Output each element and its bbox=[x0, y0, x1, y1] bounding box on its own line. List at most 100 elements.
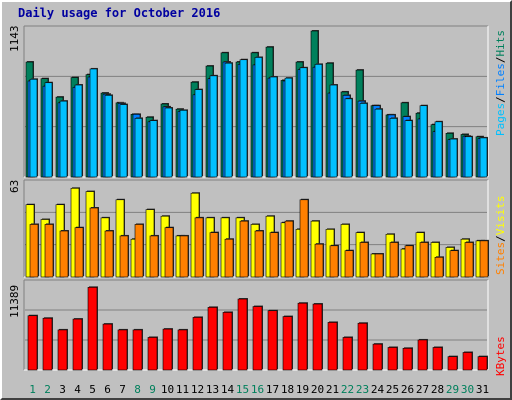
sites-bar-day-8 bbox=[134, 224, 144, 278]
sites-bar-day-24 bbox=[374, 253, 384, 278]
sites-bar-day-28 bbox=[434, 256, 444, 278]
sites-bar-day-10 bbox=[164, 227, 174, 278]
kbytes-bar-day-20 bbox=[312, 303, 323, 371]
sites-bar-day-30 bbox=[464, 242, 474, 278]
kbytes-bar-day-7 bbox=[117, 329, 128, 371]
pages-bar-day-6 bbox=[104, 95, 113, 178]
panel3-max-label: 11389 bbox=[8, 285, 21, 318]
pages-bar-day-9 bbox=[149, 120, 158, 178]
kbytes-bar-day-26 bbox=[402, 347, 413, 371]
pages-bar-day-17 bbox=[269, 76, 278, 178]
kbytes-bar-day-8 bbox=[132, 329, 143, 371]
pages-bar-day-26 bbox=[404, 120, 413, 178]
kbytes-bar-day-11 bbox=[177, 329, 188, 371]
sites-bar-day-27 bbox=[419, 242, 429, 278]
day-label-24: 24 bbox=[371, 383, 385, 396]
day-label-26: 26 bbox=[401, 383, 414, 396]
day-label-6: 6 bbox=[104, 383, 111, 396]
sites-bar-day-19 bbox=[299, 199, 309, 278]
day-label-22: 22 bbox=[341, 383, 354, 396]
kbytes-bar-day-5 bbox=[87, 287, 98, 371]
pages-bar-day-24 bbox=[374, 108, 383, 178]
day-label-1: 1 bbox=[29, 383, 36, 396]
pages-bar-day-23 bbox=[359, 103, 368, 178]
day-label-4: 4 bbox=[74, 383, 81, 396]
kbytes-bar-day-1 bbox=[27, 315, 38, 371]
sites-bar-day-25 bbox=[389, 242, 399, 278]
pages-bar-day-25 bbox=[389, 118, 398, 178]
day-label-10: 10 bbox=[161, 383, 174, 396]
pages-bar-day-21 bbox=[329, 84, 338, 178]
sites-bar-day-5 bbox=[89, 207, 99, 278]
kbytes-bar-day-10 bbox=[162, 328, 173, 371]
kbytes-bar-day-16 bbox=[252, 306, 263, 371]
sites-bar-day-15 bbox=[239, 220, 249, 278]
day-label-29: 29 bbox=[446, 383, 459, 396]
pages-bar-day-19 bbox=[299, 67, 308, 178]
kbytes-bar-day-19 bbox=[297, 302, 308, 371]
kbytes-bar-day-31 bbox=[477, 356, 488, 371]
legend-sep-2: / bbox=[494, 57, 507, 64]
pages-bar-day-4 bbox=[74, 84, 83, 178]
pages-bar-day-14 bbox=[224, 62, 233, 178]
pages-bar-day-2 bbox=[44, 82, 53, 178]
kbytes-bar-day-2 bbox=[42, 317, 53, 371]
pages-bar-day-15 bbox=[239, 59, 248, 178]
kbytes-bar-day-18 bbox=[282, 316, 293, 371]
day-label-11: 11 bbox=[176, 383, 189, 396]
day-label-18: 18 bbox=[281, 383, 294, 396]
day-label-30: 30 bbox=[461, 383, 474, 396]
day-label-17: 17 bbox=[266, 383, 279, 396]
kbytes-bar-day-15 bbox=[237, 298, 248, 371]
panel-kbytes bbox=[23, 279, 489, 371]
pages-bar-day-10 bbox=[164, 107, 173, 178]
pages-bar-day-5 bbox=[89, 68, 98, 178]
day-label-5: 5 bbox=[89, 383, 96, 396]
pages-bar-day-28 bbox=[434, 121, 443, 178]
sites-bar-day-23 bbox=[359, 242, 369, 278]
sites-bar-day-16 bbox=[254, 230, 264, 278]
day-label-16: 16 bbox=[251, 383, 264, 396]
sites-bar-day-29 bbox=[449, 250, 459, 278]
legend-panel1: Pages/Files/Hits bbox=[494, 30, 507, 136]
sites-bar-day-11 bbox=[179, 235, 189, 278]
kbytes-bar-day-30 bbox=[462, 352, 473, 371]
pages-bar-day-11 bbox=[179, 110, 188, 178]
day-label-15: 15 bbox=[236, 383, 249, 396]
legend-sep-1: / bbox=[494, 96, 507, 103]
kbytes-bar-day-29 bbox=[447, 356, 458, 371]
legend-pages: Pages bbox=[494, 103, 507, 136]
kbytes-bar-day-4 bbox=[72, 318, 83, 371]
pages-bar-day-27 bbox=[419, 105, 428, 178]
day-label-28: 28 bbox=[431, 383, 444, 396]
kbytes-bar-day-12 bbox=[192, 317, 203, 371]
day-label-7: 7 bbox=[119, 383, 126, 396]
sites-bar-day-14 bbox=[224, 238, 234, 278]
legend-sep-3: / bbox=[494, 235, 507, 242]
day-label-25: 25 bbox=[386, 383, 399, 396]
pages-bar-day-8 bbox=[134, 118, 143, 178]
pages-bar-day-12 bbox=[194, 89, 203, 178]
kbytes-bar-day-23 bbox=[357, 322, 368, 371]
kbytes-bar-day-9 bbox=[147, 337, 158, 371]
sites-bar-day-17 bbox=[269, 232, 279, 278]
panel-usage bbox=[23, 25, 489, 178]
kbytes-bar-day-24 bbox=[372, 343, 383, 371]
day-label-19: 19 bbox=[296, 383, 309, 396]
sites-bar-day-1 bbox=[29, 224, 39, 278]
day-label-12: 12 bbox=[191, 383, 204, 396]
kbytes-bar-day-3 bbox=[57, 329, 68, 371]
sites-bar-day-31 bbox=[479, 240, 489, 278]
sites-bar-day-7 bbox=[119, 235, 129, 278]
kbytes-bar-day-22 bbox=[342, 337, 353, 371]
kbytes-bar-day-14 bbox=[222, 312, 233, 371]
kbytes-bar-day-25 bbox=[387, 347, 398, 371]
pages-bar-day-29 bbox=[449, 138, 458, 178]
day-label-2: 2 bbox=[44, 383, 51, 396]
legend-files: Files bbox=[494, 63, 507, 96]
kbytes-bar-day-28 bbox=[432, 347, 443, 371]
pages-bar-day-16 bbox=[254, 57, 263, 178]
pages-bar-day-30 bbox=[464, 136, 473, 178]
panel-visits bbox=[23, 179, 489, 278]
